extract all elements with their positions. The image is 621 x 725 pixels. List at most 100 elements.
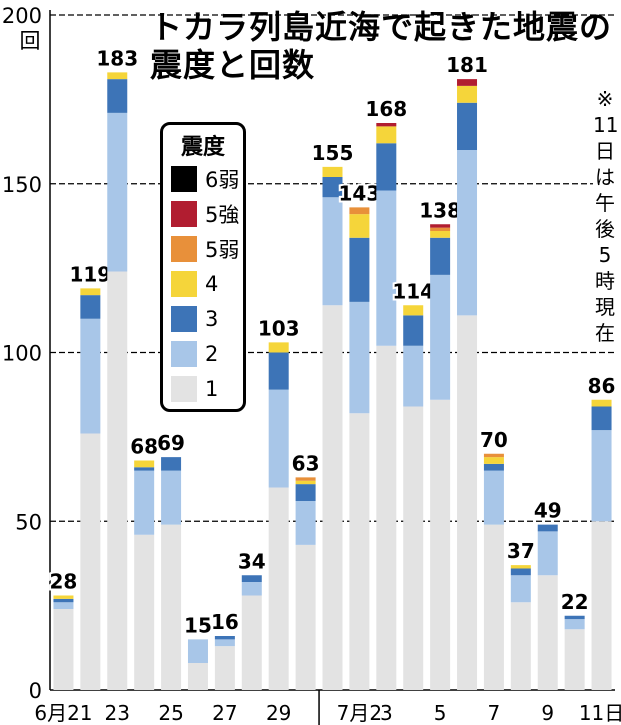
legend-label: 4: [205, 272, 219, 296]
bar-segment: [457, 102, 478, 150]
total-label: 49: [534, 499, 562, 523]
bar-segment: [430, 227, 451, 231]
bar-segment: [322, 305, 343, 690]
bar-segment: [80, 318, 101, 434]
bar-segment: [134, 460, 155, 468]
note-char: 11: [593, 113, 619, 137]
bar-segment: [80, 288, 101, 296]
legend-item: 1: [171, 373, 218, 405]
note-char: は: [595, 165, 615, 189]
legend-swatch: [171, 201, 197, 227]
bar-segment: [107, 271, 128, 690]
bar-segment: [295, 501, 316, 545]
total-label: 69: [157, 431, 185, 455]
bar-segment: [161, 470, 182, 525]
legend-item: 5弱: [171, 233, 239, 265]
bar-segment: [457, 150, 478, 316]
total-label: 86: [588, 374, 616, 398]
bar-segment: [510, 602, 531, 690]
bar-segment: [483, 524, 504, 690]
note-char: 在: [595, 321, 615, 345]
total-label: 138: [419, 198, 461, 222]
bar-segment: [376, 123, 397, 127]
total-label: 114: [392, 279, 434, 303]
x-tick-label: 9: [541, 701, 554, 725]
bar-segment: [349, 207, 370, 215]
legend-swatch: [171, 166, 197, 192]
bar-segment: [376, 126, 397, 144]
legend-item: 3: [171, 303, 218, 335]
chart-title-line-1: トカラ列島近海で起きた地震の: [150, 8, 613, 46]
bar-segment: [591, 399, 612, 407]
bar-segment: [349, 237, 370, 302]
legend-title: 震度: [180, 135, 225, 160]
bar-segment: [53, 609, 74, 690]
x-tick-label: 7: [488, 701, 501, 725]
bar-segment: [53, 595, 74, 599]
bar-segment: [537, 531, 558, 576]
bar-segment: [403, 406, 424, 690]
bar-segment: [134, 534, 155, 690]
bar-segment: [510, 575, 531, 603]
total-label: 16: [211, 610, 239, 634]
bar-segment: [107, 112, 128, 272]
bar-segment: [187, 639, 208, 663]
total-label: 103: [258, 316, 300, 340]
bar-segment: [268, 352, 289, 390]
bar-segment: [483, 453, 504, 458]
x-tick-label: 23: [105, 701, 130, 725]
bar-segment: [268, 487, 289, 690]
total-label: 68: [130, 435, 158, 459]
bar-segment: [295, 544, 316, 690]
x-tick-label: 25: [158, 701, 183, 725]
bar-segment: [107, 79, 128, 113]
bar-segment: [376, 345, 397, 690]
bar-segment: [483, 463, 504, 471]
legend-label: 1: [205, 377, 219, 401]
bar-segment: [214, 646, 235, 690]
bar-segment: [187, 663, 208, 690]
legend-label: 6弱: [205, 168, 240, 192]
bar-segment: [295, 484, 316, 501]
total-label: 168: [365, 97, 407, 121]
bar-segment: [53, 602, 74, 609]
note-char: ※: [596, 87, 614, 111]
bar-segment: [134, 470, 155, 535]
bar-segment: [564, 619, 585, 630]
bar-segment: [268, 342, 289, 353]
total-label: 70: [480, 428, 508, 452]
total-label: 181: [446, 53, 488, 77]
note-char: 5: [598, 243, 612, 267]
legend-swatch: [171, 376, 197, 402]
legend-swatch: [171, 271, 197, 297]
bar-segment: [268, 389, 289, 488]
legend-item: 6弱: [171, 163, 239, 195]
legend-item: 5強: [171, 198, 239, 230]
total-label: 37: [507, 539, 535, 563]
bar-segment: [80, 433, 101, 690]
y-tick-label: 50: [15, 510, 42, 534]
bar-segment: [457, 85, 478, 103]
bar-segment: [349, 301, 370, 414]
legend: 震度 6弱 5強 5弱 4 3 2 1: [160, 122, 246, 412]
x-tick-label: 27: [212, 701, 237, 725]
legend-item: 4: [171, 268, 218, 300]
bar-segment: [510, 568, 531, 576]
y-tick-label: 0: [29, 679, 42, 703]
bar-segment: [403, 315, 424, 346]
bar-segment: [241, 595, 262, 690]
bar-segment: [483, 457, 504, 464]
bar-segment: [349, 214, 370, 238]
total-label: 119: [69, 262, 111, 286]
bar-segment: [241, 582, 262, 596]
bar-segment: [591, 406, 612, 431]
x-tick-label: 3: [380, 701, 393, 725]
bar-segment: [564, 629, 585, 690]
y-tick-label: 100: [2, 342, 42, 366]
bar-segment: [430, 231, 451, 238]
bar-segment: [214, 639, 235, 647]
bar-segment: [430, 399, 451, 690]
x-tick-label: 29: [266, 701, 291, 725]
x-tick-label: 11日: [579, 701, 621, 725]
